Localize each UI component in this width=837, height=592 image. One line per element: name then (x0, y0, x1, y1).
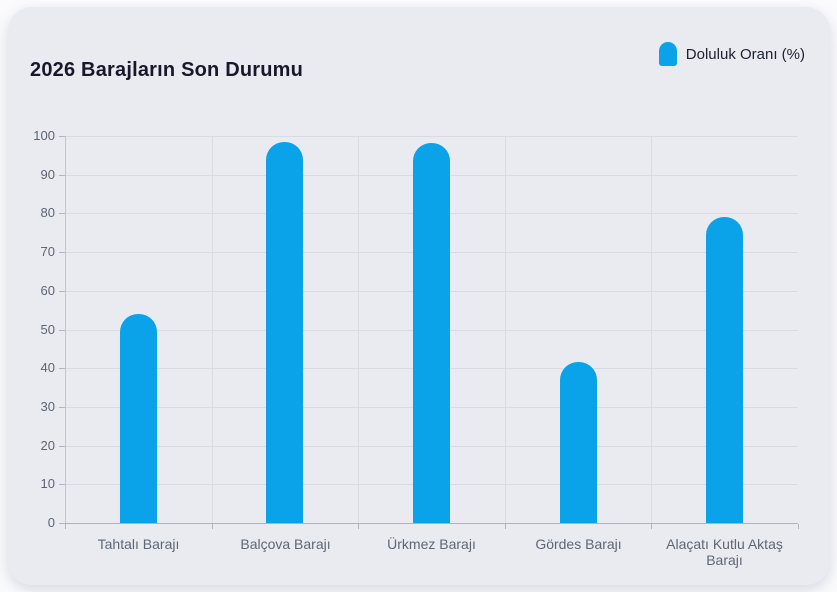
bar-2[interactable] (266, 142, 303, 523)
y-axis-tick (59, 213, 65, 214)
y-axis-tick-label: 70 (40, 244, 55, 259)
y-axis-tick (59, 175, 65, 176)
x-axis-tick (212, 524, 213, 529)
y-axis-line (65, 136, 66, 528)
x-axis-tick (358, 524, 359, 529)
y-axis-tick (59, 136, 65, 137)
y-axis-tick (59, 407, 65, 408)
x-axis-label: Gördes Barajı (535, 536, 622, 552)
legend-bar-marker-icon (658, 42, 677, 66)
x-axis-tick (65, 524, 66, 529)
y-axis-tick (59, 330, 65, 331)
x-axis-tick (651, 524, 652, 529)
x-gridline (651, 136, 652, 523)
y-axis-tick (59, 523, 65, 524)
y-axis-tick (59, 291, 65, 292)
y-axis-tick (59, 368, 65, 369)
y-axis-tick-label: 30 (40, 399, 55, 414)
chart-title: 2026 Barajların Son Durumu (30, 59, 304, 82)
legend-item-doluluk-orani[interactable]: Doluluk Oranı (%) (658, 42, 805, 66)
legend-label: Doluluk Oranı (%) (685, 45, 805, 63)
x-axis-tick (505, 524, 506, 529)
y-axis-tick (59, 446, 65, 447)
x-axis-label: Tahtalı Barajı (97, 536, 180, 552)
y-axis-tick-label: 90 (40, 167, 55, 182)
x-axis-label: Ürkmez Barajı (387, 536, 476, 552)
x-gridline (358, 136, 359, 523)
bar-3[interactable] (413, 143, 450, 523)
bar-5[interactable] (706, 217, 743, 523)
x-axis-tick (798, 524, 799, 529)
bar-4[interactable] (560, 362, 597, 523)
x-axis-label: Balçova Barajı (240, 536, 331, 552)
y-axis-tick (59, 252, 65, 253)
x-axis-line (65, 523, 798, 524)
y-axis-tick-label: 0 (47, 515, 55, 530)
y-axis-tick-label: 60 (40, 283, 55, 298)
y-axis-tick-label: 20 (40, 438, 55, 453)
y-gridline (65, 136, 798, 137)
y-axis-tick-label: 10 (40, 476, 55, 491)
x-gridline (212, 136, 213, 523)
x-axis-label: Alaçatı Kutlu Aktaş Barajı (666, 536, 783, 568)
y-axis-tick-label: 50 (40, 322, 55, 337)
bar-1[interactable] (120, 314, 157, 523)
y-axis-tick-label: 100 (33, 128, 55, 143)
y-axis-tick-label: 40 (40, 360, 55, 375)
x-gridline (505, 136, 506, 523)
y-axis-tick-label: 80 (40, 205, 55, 220)
y-axis-tick (59, 484, 65, 485)
